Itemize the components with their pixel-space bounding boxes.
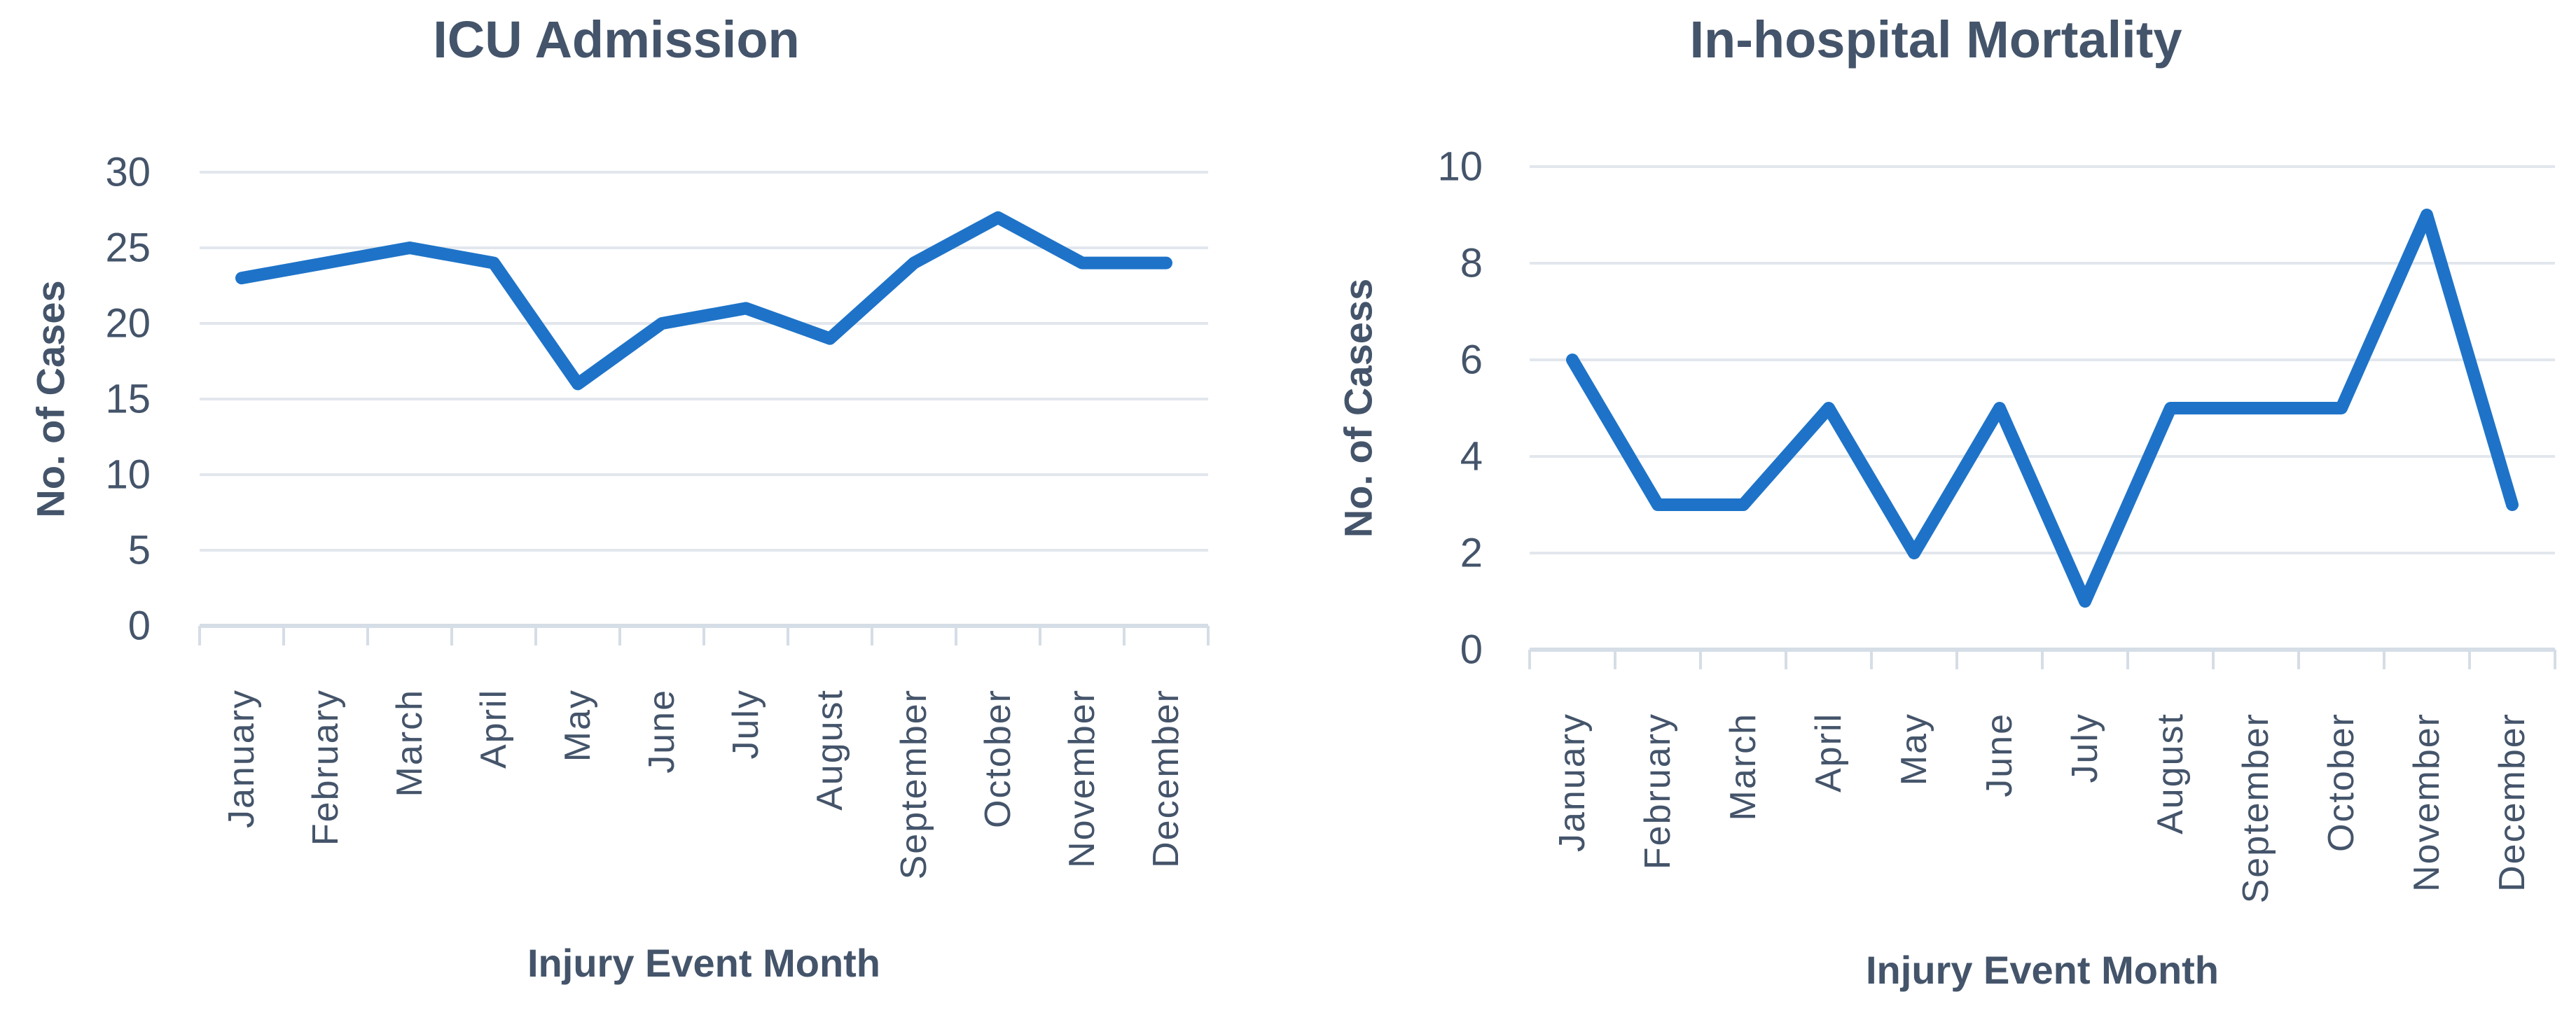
x-category-label: September	[894, 689, 934, 879]
x-category-label: August	[810, 689, 850, 811]
x-category-label: September	[2236, 713, 2276, 903]
y-tick-label: 6	[1460, 337, 1483, 383]
y-axis-title: No. of Cases	[29, 280, 73, 517]
x-category-label: March	[389, 689, 430, 797]
x-category-label: October	[978, 689, 1018, 828]
x-category-label: June	[642, 689, 682, 774]
x-category-label: December	[1146, 689, 1186, 868]
x-category-label: February	[1637, 713, 1678, 869]
x-category-label: April	[473, 689, 514, 769]
x-category-label: July	[726, 689, 766, 759]
icu-admission-chart: 0 5 10 15 20 25 30 January February March April May…	[29, 11, 1210, 985]
x-category-label: June	[1979, 713, 2020, 797]
y-tick-label: 10	[1437, 144, 1483, 190]
x-category-label: November	[2407, 713, 2447, 892]
y-tick-label: 10	[105, 452, 151, 498]
y-tick-label: 5	[128, 528, 151, 573]
y-tick-label: 30	[105, 150, 151, 195]
x-category-label: May	[1894, 713, 1934, 785]
x-category-label: November	[1062, 689, 1102, 868]
y-tick-label: 4	[1460, 434, 1483, 480]
x-category-label: January	[221, 689, 262, 828]
x-category-label: July	[2065, 713, 2105, 783]
icu-admission-plot-svg: 0 5 10 15 20 25 30 January February March April May…	[29, 11, 1210, 985]
chart-title: ICU Admission	[433, 11, 800, 69]
data-series-line	[1566, 209, 2519, 608]
y-tick-label: 0	[1460, 627, 1483, 673]
x-category-label: March	[1723, 713, 1764, 820]
y-tick-label: 0	[128, 603, 151, 649]
y-tick-label: 15	[105, 377, 151, 422]
x-category-label: May	[558, 689, 598, 762]
x-category-label: April	[1808, 713, 1849, 792]
x-category-label: December	[2492, 713, 2533, 892]
y-tick-label: 2	[1460, 531, 1483, 576]
x-axis-title: Injury Event Month	[527, 941, 880, 985]
y-tick-label: 8	[1460, 241, 1483, 286]
data-series-line	[235, 211, 1172, 391]
x-category-label: January	[1552, 713, 1593, 852]
x-axis-title: Injury Event Month	[1866, 948, 2219, 992]
chart-title: In-hospital Mortality	[1690, 11, 2182, 69]
x-category-label: October	[2321, 713, 2362, 852]
y-tick-label: 25	[105, 225, 151, 271]
y-axis-title: No. of Casess	[1336, 279, 1380, 538]
in-hospital-mortality-plot-svg: 0 2 4 6 8 10 January February March April May June J…	[1336, 11, 2556, 992]
in-hospital-mortality-chart: 0 2 4 6 8 10 January February March April May June J…	[1288, 0, 2576, 1027]
y-tick-label: 20	[105, 301, 151, 347]
x-category-label: August	[2150, 713, 2191, 834]
x-category-label: February	[305, 689, 346, 846]
